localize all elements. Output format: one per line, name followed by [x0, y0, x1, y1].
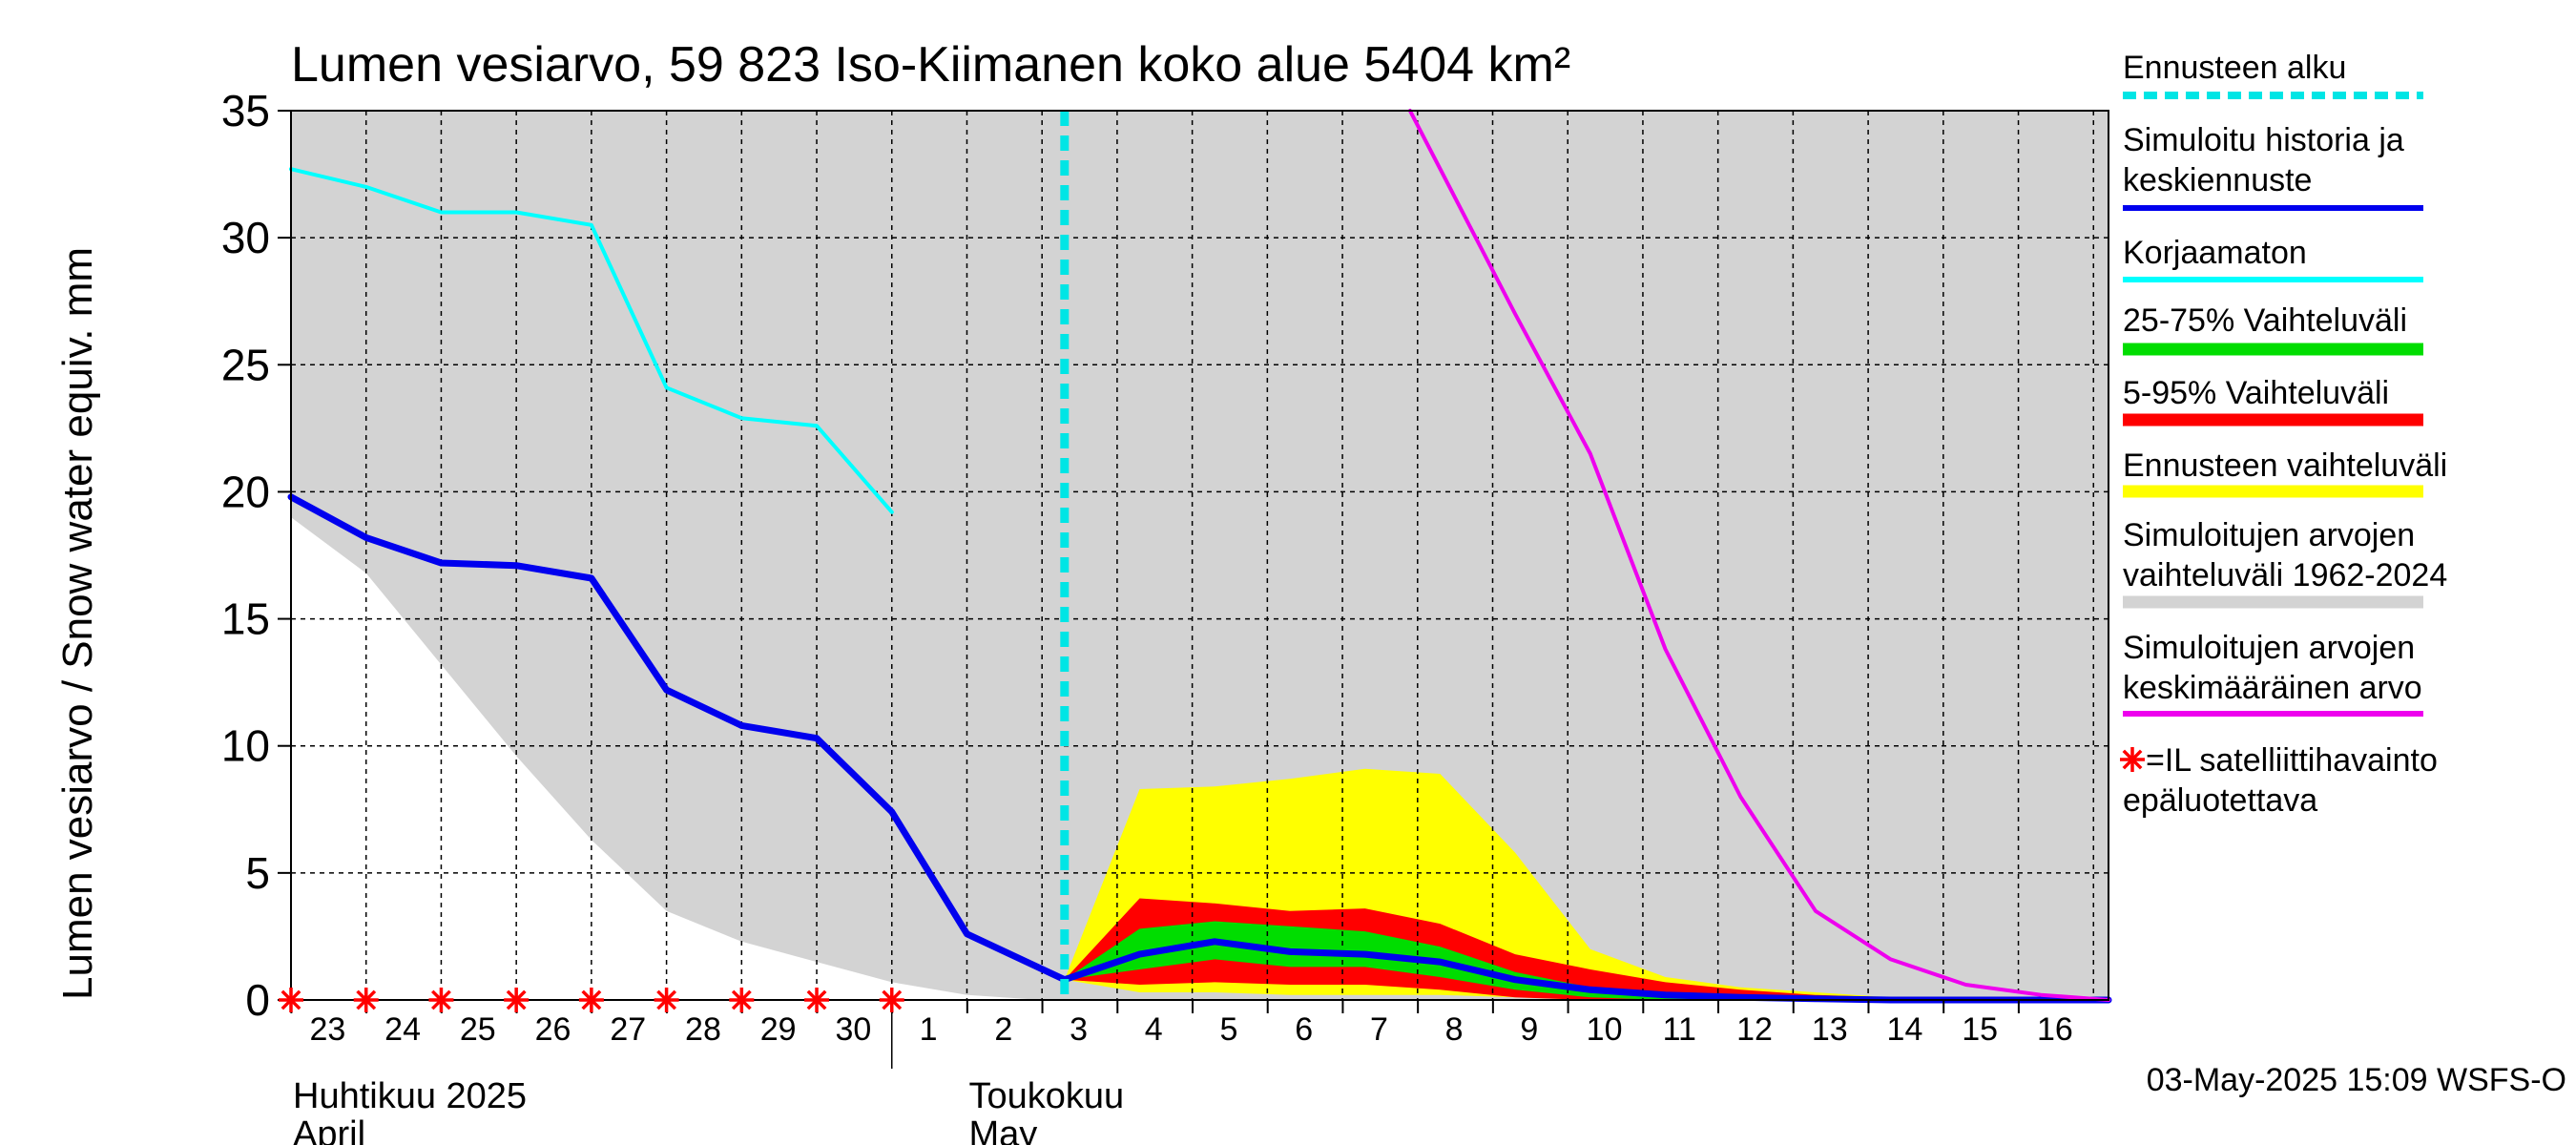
legend-label: Simuloitujen arvojen	[2123, 517, 2415, 553]
satellite-marker	[578, 988, 604, 1012]
y-tick-label: 35	[221, 86, 270, 135]
x-tick-label: 6	[1295, 1011, 1313, 1048]
legend-label-2: keskimääräinen arvo	[2123, 670, 2422, 706]
y-tick-label: 10	[221, 721, 270, 771]
satellite-marker	[654, 988, 679, 1012]
legend-label: 5-95% Vaihteluväli	[2123, 375, 2389, 411]
x-tick-label: 14	[1887, 1011, 1923, 1048]
x-tick-label: 29	[760, 1011, 797, 1048]
satellite-marker	[504, 988, 530, 1012]
legend-item-simuloitujen-arvojen-vaihteluv-li-1962-2024: Simuloitujen arvojen vaihteluväli 1962-20…	[2123, 517, 2447, 609]
x-tick-label: 9	[1520, 1011, 1538, 1048]
y-axis-label: Lumen vesiarvo / Snow water equiv. mm	[54, 247, 101, 1000]
y-tick-label: 15	[221, 594, 270, 644]
legend-item-simuloitu-historia-ja-keskiennuste: Simuloitu historia ja keskiennuste	[2123, 122, 2423, 211]
band-25-75-vaihteluv-li	[1064, 921, 2109, 1000]
footer-timestamp: 03-May-2025 15:09 WSFS-O	[2147, 1062, 2566, 1098]
satellite-marker	[2120, 747, 2145, 772]
satellite-marker	[353, 988, 379, 1012]
x-tick-label: 10	[1587, 1011, 1623, 1048]
legend-item-korjaamaton: Korjaamaton	[2123, 235, 2423, 282]
line-simuloitu-historia-ja-keskiennuste	[287, 493, 2112, 1004]
band-5-95-vaihteluv-li	[1064, 898, 2109, 1000]
legend-label-2: keskiennuste	[2123, 162, 2312, 198]
band-simuloitujen-arvojen-vaihteluv-li-1962-2024	[291, 111, 2109, 1000]
y-tick-label: 25	[221, 340, 270, 389]
satellite-marker	[428, 988, 454, 1012]
legend: Ennusteen alku Simuloitu historia ja keski…	[2120, 50, 2447, 819]
y-tick-label: 0	[245, 975, 270, 1025]
legend-item-25-75-vaihteluv-li: 25-75% Vaihteluväli	[2123, 302, 2423, 356]
x-tick-label: 11	[1663, 1011, 1696, 1048]
legend-label: =IL satelliittihavainto	[2146, 742, 2438, 779]
legend-label: Ennusteen vaihteluväli	[2123, 448, 2447, 484]
x-tick-label: 7	[1370, 1011, 1388, 1048]
legend-label-2: vaihteluväli 1962-2024	[2123, 557, 2447, 593]
x-tick-label: 25	[460, 1011, 496, 1048]
x-tick-label: 23	[309, 1011, 345, 1048]
y-tick-label: 5	[245, 848, 270, 898]
chart-title: Lumen vesiarvo, 59 823 Iso-Kiimanen koko…	[291, 37, 1570, 93]
legend-item-ennusteen-vaihteluv-li: Ennusteen vaihteluväli	[2123, 448, 2447, 498]
x-tick-label: 15	[1962, 1011, 1998, 1048]
x-tick-label: 28	[685, 1011, 721, 1048]
y-tick-label: 30	[221, 213, 270, 262]
legend-item-5-95-vaihteluv-li: 5-95% Vaihteluväli	[2123, 375, 2423, 427]
legend-item-ennusteen-alku: Ennusteen alku	[2123, 50, 2423, 99]
x-tick-label: 26	[535, 1011, 571, 1048]
y-tick-label: 20	[221, 467, 270, 516]
line-simuloitujen-arvojen-keskim-r-inen-arvo	[1407, 109, 2110, 1002]
x-tick-label: 1	[920, 1011, 938, 1048]
satellite-marker	[879, 988, 904, 1012]
legend-item-simuloitujen-arvojen-keskim-r-inen-arvo: Simuloitujen arvojen keskimääräinen arvo	[2123, 630, 2423, 717]
satellite-marker	[729, 988, 755, 1012]
legend-label: Simuloitu historia ja	[2123, 122, 2404, 158]
x-tick-label: 13	[1812, 1011, 1848, 1048]
line-korjaamaton	[289, 167, 894, 514]
x-tick-label: 24	[384, 1011, 421, 1048]
x-tick-label: 27	[610, 1011, 646, 1048]
x-tick-label: 5	[1220, 1011, 1238, 1048]
satellite-marker	[804, 988, 830, 1012]
legend-label: Korjaamaton	[2123, 235, 2307, 271]
month-label-en: April	[293, 1114, 365, 1145]
month-label: Toukokuu	[968, 1076, 1124, 1116]
x-tick-label: 12	[1736, 1011, 1773, 1048]
x-tick-label: 4	[1145, 1011, 1163, 1048]
x-tick-label: 30	[835, 1011, 871, 1048]
x-tick-label: 2	[994, 1011, 1012, 1048]
legend-label-2: epäluotettava	[2123, 782, 2317, 819]
plot-frame	[290, 110, 2109, 1001]
legend-label: Simuloitujen arvojen	[2123, 630, 2415, 666]
x-tick-label: 8	[1445, 1011, 1464, 1048]
legend-label: 25-75% Vaihteluväli	[2123, 302, 2407, 339]
x-tick-label: 3	[1070, 1011, 1088, 1048]
month-label-en: May	[968, 1114, 1037, 1145]
month-label: Huhtikuu 2025	[293, 1076, 527, 1116]
x-tick-label: 16	[2037, 1011, 2073, 1048]
legend-label: Ennusteen alku	[2123, 50, 2346, 86]
satellite-marker	[279, 988, 303, 1012]
